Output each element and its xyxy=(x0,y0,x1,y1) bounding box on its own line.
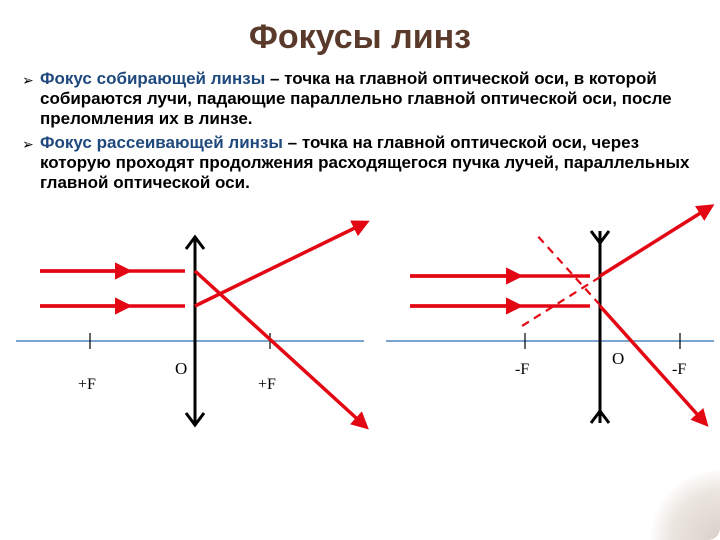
axis-label: +F xyxy=(78,376,96,394)
page-title: Фокусы линз xyxy=(0,0,720,57)
bullet-icon: ➢ xyxy=(22,136,34,153)
definitions-block: ➢ Фокус собирающей линзы – точка на глав… xyxy=(0,57,720,193)
term-1: Фокус собирающей линзы xyxy=(40,69,265,88)
term-2: Фокус рассеивающей линзы xyxy=(40,133,283,152)
bullet-icon: ➢ xyxy=(22,72,34,89)
sep-2: – xyxy=(283,133,302,152)
converging-lens-diagram: +F O +F xyxy=(10,201,370,431)
axis-label: +F xyxy=(258,376,276,394)
definition-2: ➢ Фокус рассеивающей линзы – точка на гл… xyxy=(40,133,692,193)
axis-label: O xyxy=(612,349,624,369)
axis-label: O xyxy=(175,359,187,379)
axis-label: -F xyxy=(515,361,529,379)
definition-1: ➢ Фокус собирающей линзы – точка на глав… xyxy=(40,69,692,129)
diverging-lens-diagram: -F O -F xyxy=(380,201,720,431)
page-curl-decoration xyxy=(650,470,720,540)
axis-label: -F xyxy=(672,361,686,379)
sep-1: – xyxy=(265,69,284,88)
diagrams-area: +F O +F -F O -F xyxy=(0,201,720,461)
